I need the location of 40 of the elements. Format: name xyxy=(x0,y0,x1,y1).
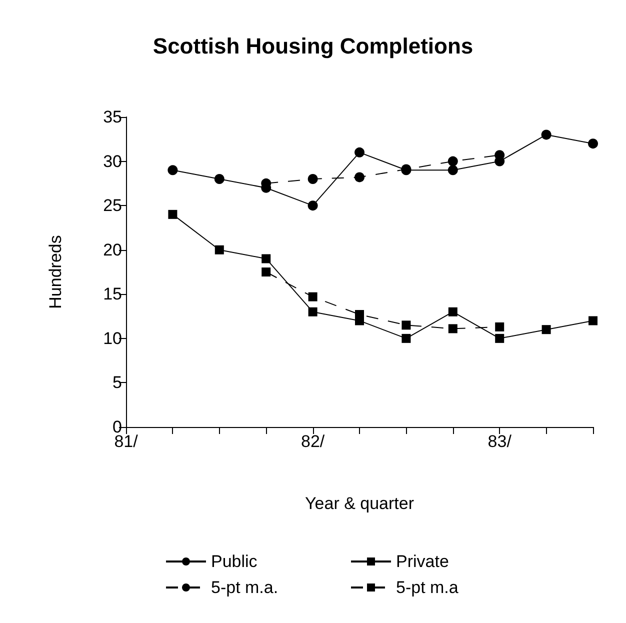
point xyxy=(262,268,271,276)
y-tick-label: 25 xyxy=(103,196,122,216)
point xyxy=(308,307,318,316)
point xyxy=(448,156,458,166)
y-tick-label: 20 xyxy=(103,240,122,260)
point xyxy=(308,200,318,211)
y-tick-label: 10 xyxy=(103,328,122,348)
point xyxy=(308,292,318,302)
point xyxy=(588,316,598,326)
point xyxy=(214,245,224,254)
point xyxy=(402,334,411,343)
point xyxy=(354,172,364,182)
point xyxy=(168,210,178,219)
point xyxy=(402,320,411,330)
x-tick-label: 82/ xyxy=(300,432,325,451)
legend-label: 5-pt m.a. xyxy=(211,578,278,597)
point xyxy=(354,147,364,158)
point xyxy=(541,130,552,140)
y-tick-label: 35 xyxy=(103,108,122,126)
legend-label: Public xyxy=(211,552,258,571)
point xyxy=(168,165,178,176)
point xyxy=(495,322,504,332)
point xyxy=(542,325,551,334)
legend-label: 5-pt m.a xyxy=(396,578,459,597)
x-axis-title: Year & quarter xyxy=(305,494,414,513)
point xyxy=(214,174,224,184)
y-tick-label: 5 xyxy=(112,373,122,392)
point xyxy=(448,307,458,316)
point xyxy=(448,165,458,176)
y-tick-label: 30 xyxy=(103,152,122,171)
point xyxy=(495,334,504,343)
x-tick-label: 83/ xyxy=(488,432,512,451)
y-axis-title: Hundreds xyxy=(46,235,65,309)
point xyxy=(308,174,318,184)
legend-label: Private xyxy=(396,552,449,571)
point xyxy=(262,254,271,264)
chart-title: Scottish Housing Completions xyxy=(152,34,474,58)
y-tick-label: 15 xyxy=(103,284,122,304)
point xyxy=(448,324,458,334)
point xyxy=(588,138,598,149)
